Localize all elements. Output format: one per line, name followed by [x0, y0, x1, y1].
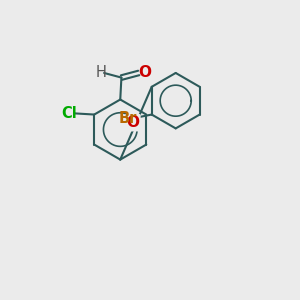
Text: Br: Br: [119, 111, 137, 126]
Text: H: H: [96, 64, 106, 80]
Text: O: O: [127, 115, 140, 130]
Text: Cl: Cl: [62, 106, 77, 121]
Text: O: O: [139, 65, 152, 80]
